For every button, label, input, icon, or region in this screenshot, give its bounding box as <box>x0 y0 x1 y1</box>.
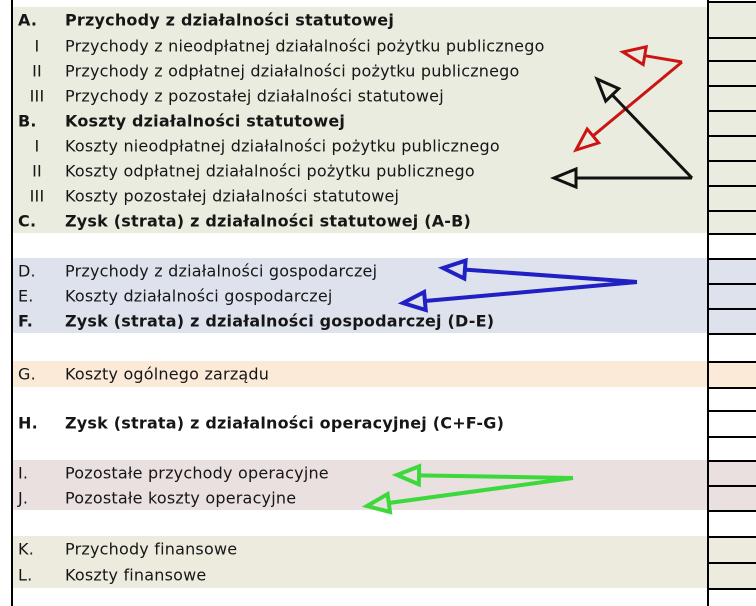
statement-row-iii[interactable]: III Koszty pozostałej działalności statut… <box>13 183 707 208</box>
statement-row-i[interactable]: I Koszty nieodpłatnej działalności pożytk… <box>13 133 707 158</box>
row-label: I <box>34 36 40 55</box>
row-label: I. <box>18 463 29 482</box>
row-label: J. <box>18 488 29 507</box>
statement-row-i[interactable]: I Przychody z nieodpłatnej działalności p… <box>13 33 707 58</box>
statement-row-c[interactable]: C. Zysk (strata) z działalności statutowe… <box>13 208 707 233</box>
value-cell[interactable] <box>709 436 756 460</box>
value-cell[interactable] <box>709 308 756 333</box>
row-title: Koszty nieodpłatnej działalności pożytku… <box>65 136 500 155</box>
statement-row-d[interactable]: D. Przychody z działalności gospodarczej <box>13 258 707 283</box>
row-title: Pozostałe przychody operacyjne <box>65 463 329 482</box>
value-cell[interactable] <box>709 361 756 387</box>
spacer-row[interactable] <box>13 510 707 536</box>
value-cell[interactable] <box>709 536 756 562</box>
statement-row-k[interactable]: K. Przychody finansowe <box>13 536 707 562</box>
row-title: Przychody z działalności gospodarczej <box>65 261 378 280</box>
row-title: Koszty ogólnego zarządu <box>65 364 270 384</box>
spacer-row[interactable] <box>13 233 707 258</box>
row-title: Przychody z pozostałej działalności stat… <box>65 86 444 105</box>
statement-row-b[interactable]: B. Koszty działalności statutowej <box>13 108 707 133</box>
row-title: Koszty pozostałej działalności statutowe… <box>65 186 400 205</box>
value-cell[interactable] <box>709 37 756 60</box>
statement-row-ii[interactable]: II Koszty odpłatnej działalności pożytku … <box>13 158 707 183</box>
row-title: Przychody z działalności statutowej <box>65 10 395 30</box>
row-title: Koszty działalności gospodarczej <box>65 286 333 305</box>
value-cell[interactable] <box>709 283 756 308</box>
row-label: II <box>32 161 42 180</box>
value-cell[interactable] <box>709 258 756 283</box>
statement-row-h[interactable]: H. Zysk (strata) z działalności operacyjn… <box>13 410 707 436</box>
left-grid-line <box>11 0 13 606</box>
row-label: G. <box>18 364 36 384</box>
row-title: Zysk (strata) z działalności operacyjnej… <box>65 413 505 433</box>
value-cell[interactable] <box>709 410 756 436</box>
statement-row-ii[interactable]: II Przychody z odpłatnej działalności poż… <box>13 58 707 83</box>
row-title: Koszty finansowe <box>65 565 207 585</box>
row-title: Koszty odpłatnej działalności pożytku pu… <box>65 161 475 180</box>
spacer-row[interactable] <box>13 436 707 460</box>
row-title: Pozostałe koszty operacyjne <box>65 488 297 507</box>
spacer-row[interactable] <box>13 387 707 410</box>
statement-row-l[interactable]: L. Koszty finansowe <box>13 562 707 588</box>
value-cell[interactable] <box>709 562 756 588</box>
value-cell[interactable] <box>709 387 756 410</box>
value-cell[interactable] <box>709 185 756 210</box>
spacer-row[interactable] <box>13 0 707 7</box>
row-label: C. <box>18 211 37 230</box>
statement-row-a[interactable]: A. Przychody z działalności statutowej <box>13 7 707 33</box>
spacer-row[interactable] <box>13 333 707 361</box>
row-label: K. <box>18 539 34 559</box>
row-label: III <box>29 186 45 205</box>
row-label: E. <box>18 286 34 305</box>
statement-row-f[interactable]: F. Zysk (strata) z działalności gospodarc… <box>13 308 707 333</box>
value-cell[interactable] <box>709 110 756 135</box>
value-column-grid-line <box>707 0 709 606</box>
statement-row-i[interactable]: I. Pozostałe przychody operacyjne <box>13 460 707 485</box>
value-cell[interactable] <box>709 210 756 233</box>
row-title: Przychody finansowe <box>65 539 238 559</box>
row-label: A. <box>18 10 38 30</box>
row-label: I <box>34 136 40 155</box>
value-cell[interactable] <box>709 135 756 160</box>
row-label: B. <box>18 111 37 130</box>
row-title: Przychody z nieodpłatnej działalności po… <box>65 36 545 55</box>
row-title: Przychody z odpłatnej działalności pożyt… <box>65 61 520 80</box>
value-cell[interactable] <box>709 85 756 110</box>
value-cell[interactable] <box>709 510 756 536</box>
row-label: H. <box>18 413 38 433</box>
spacer-row[interactable] <box>13 588 707 606</box>
row-label: F. <box>18 311 34 330</box>
value-cell[interactable] <box>709 588 756 606</box>
value-cell[interactable] <box>709 460 756 485</box>
row-label: L. <box>18 565 33 585</box>
value-cell[interactable] <box>709 233 756 258</box>
row-title: Koszty działalności statutowej <box>65 111 346 130</box>
statement-row-g[interactable]: G. Koszty ogólnego zarządu <box>13 361 707 387</box>
row-title: Zysk (strata) z działalności gospodarcze… <box>65 311 495 330</box>
value-cell[interactable] <box>709 60 756 85</box>
value-cell[interactable] <box>709 485 756 510</box>
row-label: II <box>32 61 42 80</box>
statement-row-e[interactable]: E. Koszty działalności gospodarczej <box>13 283 707 308</box>
value-cell[interactable] <box>709 160 756 185</box>
statement-row-j[interactable]: J. Pozostałe koszty operacyjne <box>13 485 707 510</box>
value-cell[interactable] <box>709 1 756 37</box>
statement-row-iii[interactable]: III Przychody z pozostałej działalności s… <box>13 83 707 108</box>
value-cell[interactable] <box>709 333 756 361</box>
row-title: Zysk (strata) z działalności statutowej … <box>65 211 472 230</box>
row-label: D. <box>18 261 36 280</box>
row-label: III <box>29 86 45 105</box>
